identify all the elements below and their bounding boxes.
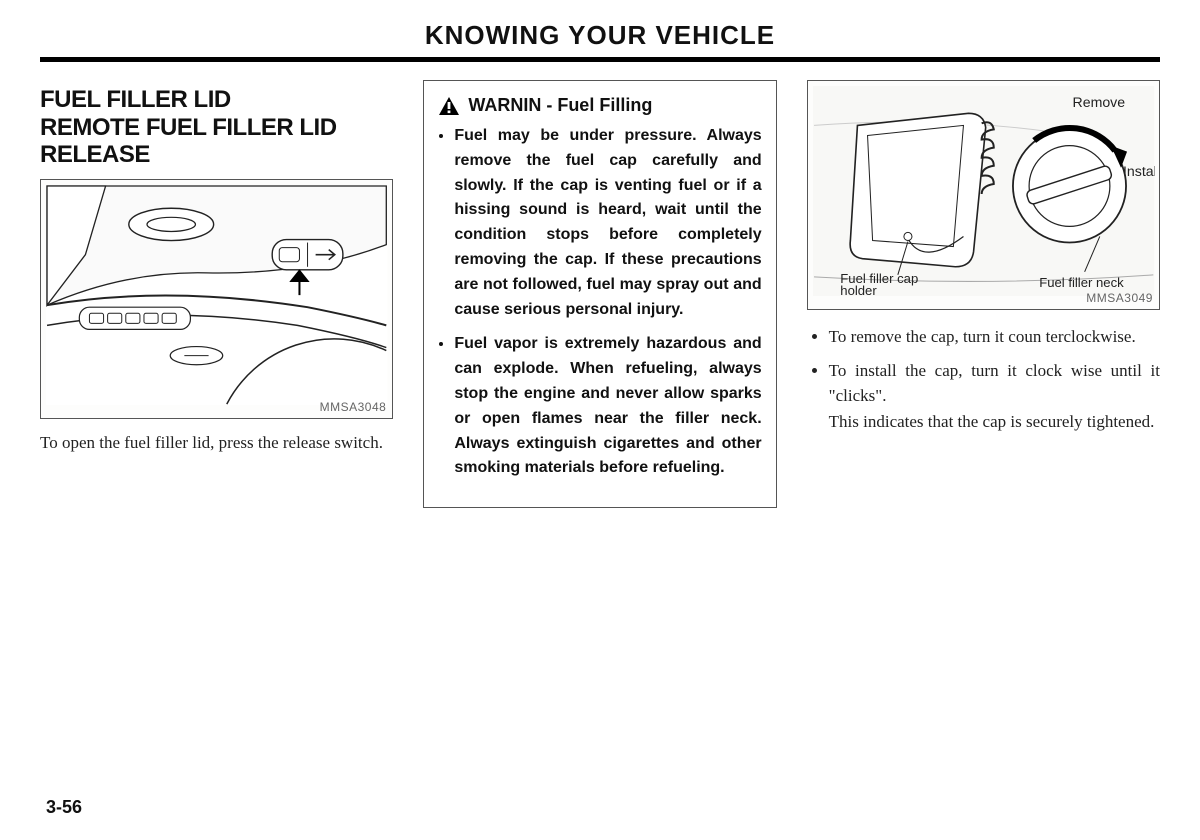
- fuel-cap-illustration: Remove Install Fuel filler cap holder Fu…: [812, 85, 1155, 297]
- label-remove: Remove: [1072, 94, 1125, 110]
- figure-fuel-cap: Remove Install Fuel filler cap holder Fu…: [807, 80, 1160, 310]
- door-panel-illustration: [45, 184, 388, 406]
- page-header: KNOWING YOUR VEHICLE: [40, 20, 1160, 62]
- instruction-item: To remove the cap, turn it coun terclock…: [829, 324, 1160, 350]
- label-capholder-l2: holder: [840, 283, 877, 297]
- figure-code-2: MMSA3049: [1086, 291, 1153, 305]
- label-fillerneck: Fuel filler neck: [1039, 275, 1124, 290]
- warning-item: Fuel may be under pressure. Always remov…: [454, 124, 761, 322]
- warning-title-text: WARNIN - Fuel Filling: [468, 95, 652, 116]
- warning-box: WARNIN - Fuel Filling Fuel may be under …: [423, 80, 776, 508]
- figure-caption-1: To open the fuel filler lid, press the r…: [40, 431, 393, 456]
- warning-triangle-icon: [438, 96, 460, 116]
- warning-list: Fuel may be under pressure. Always remov…: [438, 124, 761, 481]
- label-install: Install: [1123, 163, 1155, 179]
- page-number: 3-56: [46, 797, 82, 818]
- warning-title-row: WARNIN - Fuel Filling: [438, 95, 761, 116]
- figure-code-1: MMSA3048: [320, 400, 387, 414]
- manual-page: KNOWING YOUR VEHICLE FUEL FILLER LID REM…: [0, 0, 1200, 840]
- column-1: FUEL FILLER LID REMOTE FUEL FILLER LID R…: [40, 80, 393, 508]
- warning-item: Fuel vapor is extremely hazardous and ca…: [454, 332, 761, 481]
- instruction-list: To remove the cap, turn it coun terclock…: [807, 324, 1160, 434]
- section-title: FUEL FILLER LID REMOTE FUEL FILLER LID R…: [40, 86, 393, 169]
- figure-door-panel: MMSA3048: [40, 179, 393, 419]
- instruction-item: To install the cap, turn it clock wise u…: [829, 358, 1160, 435]
- columns: FUEL FILLER LID REMOTE FUEL FILLER LID R…: [40, 80, 1160, 508]
- column-3: Remove Install Fuel filler cap holder Fu…: [807, 80, 1160, 508]
- column-2: WARNIN - Fuel Filling Fuel may be under …: [423, 80, 776, 508]
